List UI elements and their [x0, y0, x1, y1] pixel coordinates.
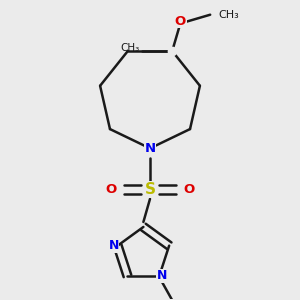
- Text: O: O: [175, 15, 186, 28]
- Text: S: S: [145, 182, 155, 197]
- Text: N: N: [109, 239, 119, 252]
- Text: CH₃: CH₃: [218, 10, 239, 20]
- Text: CH₃: CH₃: [120, 43, 139, 53]
- Text: N: N: [157, 269, 167, 282]
- Text: N: N: [144, 142, 156, 155]
- Text: O: O: [105, 183, 117, 196]
- Text: O: O: [183, 183, 195, 196]
